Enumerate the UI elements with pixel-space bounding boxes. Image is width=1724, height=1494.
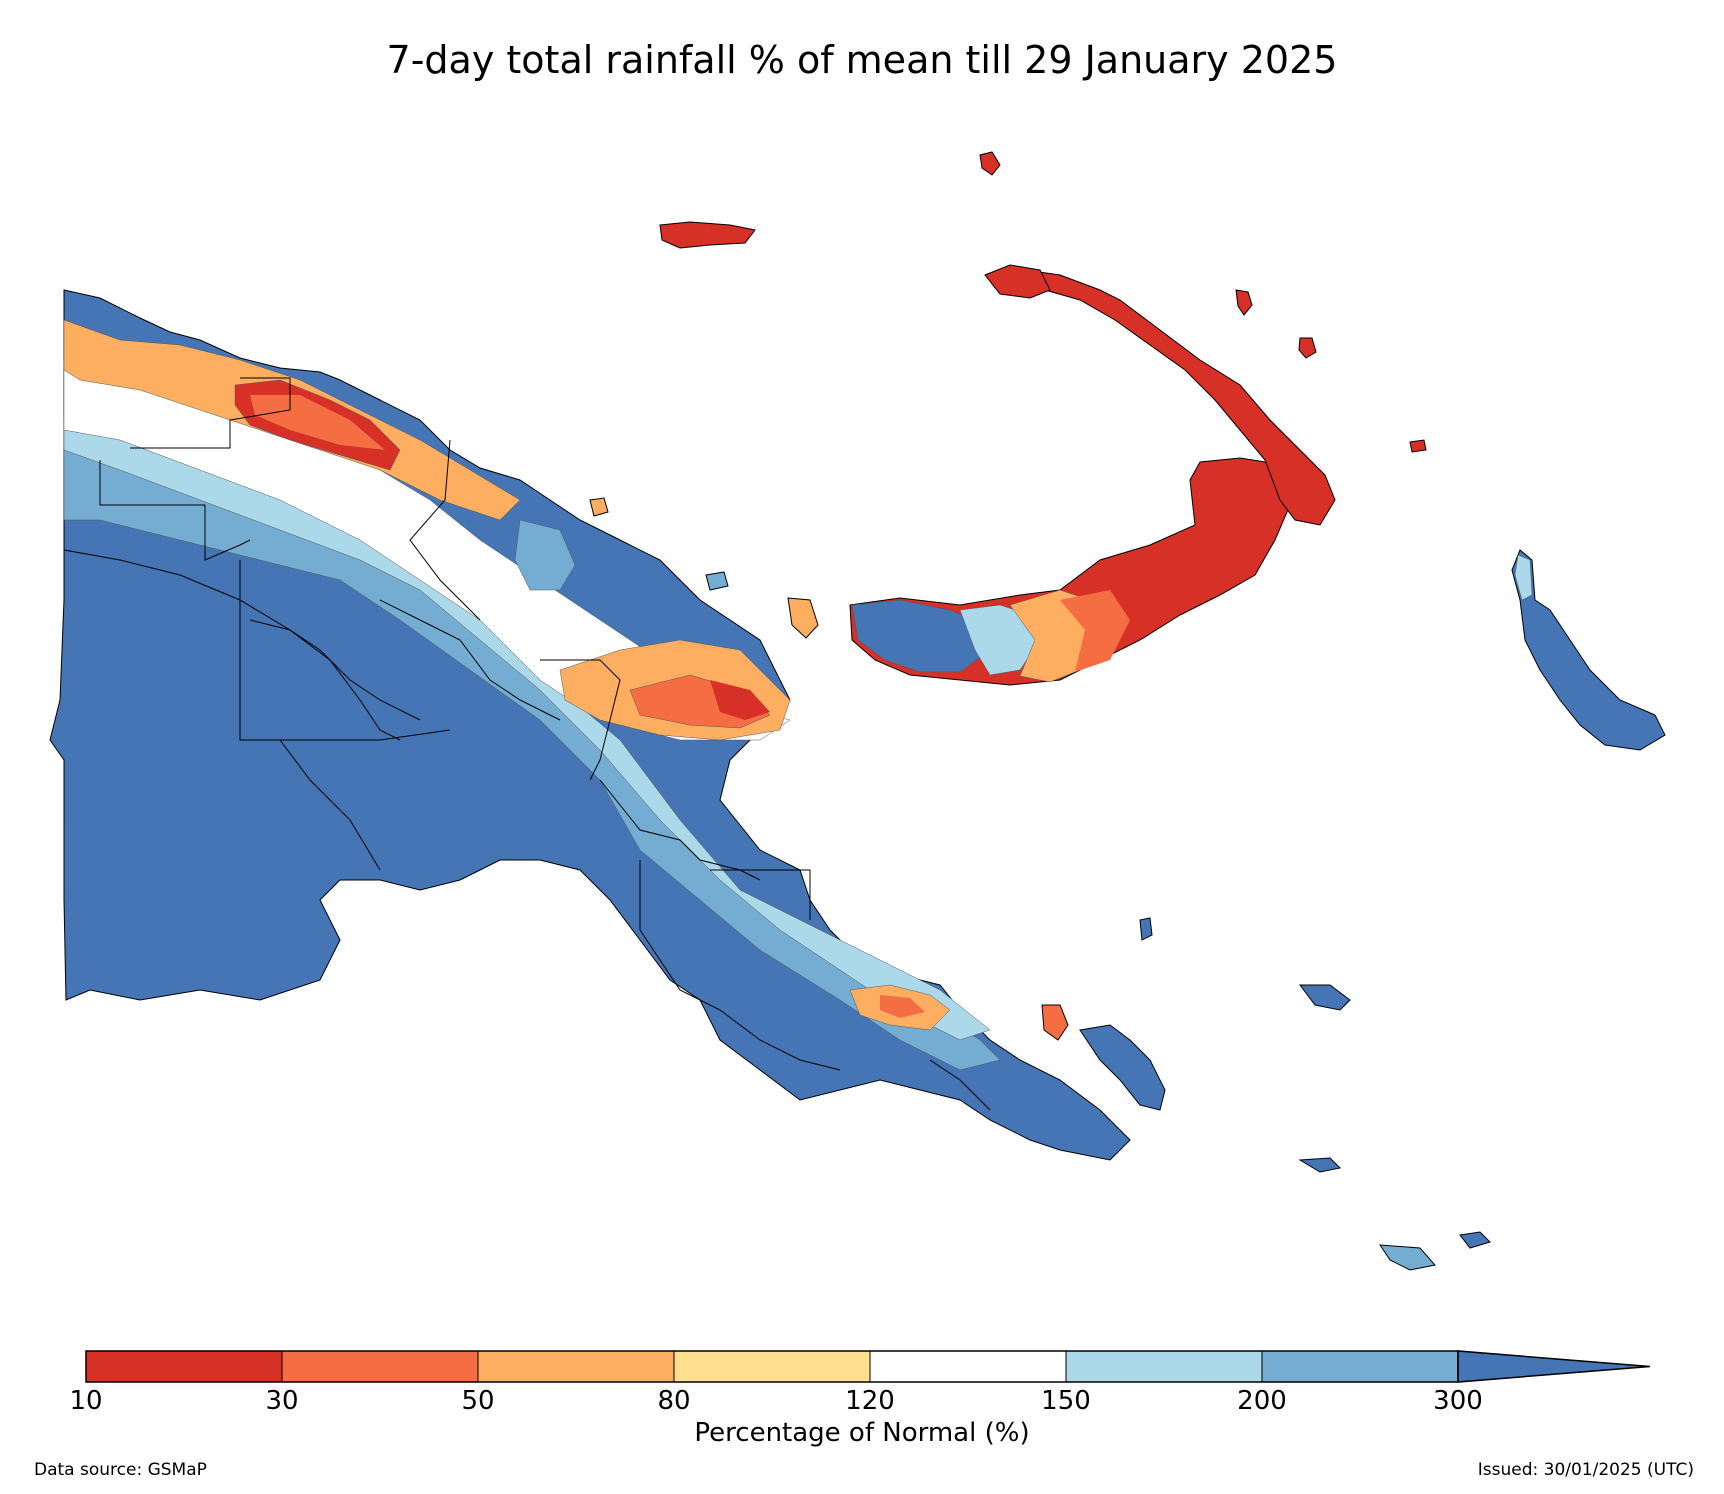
map-title: 7-day total rainfall % of mean till 29 J… <box>386 38 1338 82</box>
new-britain-west-blue <box>851 599 991 673</box>
data-source: Data source: GSMaP <box>34 1460 207 1480</box>
small-island-tabar <box>1235 289 1253 316</box>
colorbar-bin-1 <box>281 1350 479 1383</box>
colorbar-bin-6 <box>1261 1350 1459 1383</box>
manus-island <box>659 221 756 249</box>
colorbar-tick-label: 150 <box>1041 1386 1091 1416</box>
small-island-ne <box>979 151 1001 176</box>
woodlark-island <box>1298 1157 1342 1173</box>
bougainville-light <box>1514 554 1533 601</box>
small-island-long <box>787 597 819 639</box>
new-britain-midred <box>1060 590 1130 672</box>
colorbar-outline <box>85 1350 1459 1383</box>
dentrecasteaux-islands <box>1079 1024 1166 1111</box>
colorbar-tick-label: 10 <box>69 1386 103 1416</box>
new-ireland <box>1024 269 1336 526</box>
small-island-lihir <box>1298 337 1317 359</box>
small-island-east <box>1409 439 1427 453</box>
colorbar-tick-label: 120 <box>845 1386 895 1416</box>
colorbar-tick-label: 30 <box>265 1386 299 1416</box>
province-boundaries <box>63 377 991 1111</box>
colorbar-tick-label: 200 <box>1237 1386 1287 1416</box>
colorbar-label: Percentage of Normal (%) <box>694 1418 1030 1448</box>
colorbar-bin-5 <box>1065 1350 1263 1383</box>
normanby-north <box>1139 917 1153 941</box>
morobe-deep-red <box>710 680 770 720</box>
madang-blob <box>514 519 576 591</box>
colorbar-bin-3 <box>673 1350 871 1383</box>
colorbar-tick-label: 300 <box>1433 1386 1483 1416</box>
colorbar-extension-arrow <box>1457 1350 1651 1383</box>
colorbar-bin-4 <box>869 1350 1067 1383</box>
north-coast-mid-orange <box>250 395 385 450</box>
oro-red <box>880 995 925 1018</box>
colorbar-tick-label: 80 <box>657 1386 691 1416</box>
colorbar-bin-0 <box>85 1350 283 1383</box>
misima-island <box>1379 1244 1436 1271</box>
small-island-umboi <box>705 571 729 591</box>
goodenough-island <box>1041 1004 1069 1041</box>
trobriand-islands <box>1299 984 1351 1011</box>
issued-date: Issued: 30/01/2025 (UTC) <box>1477 1460 1694 1480</box>
colorbar-bin-2 <box>477 1350 675 1383</box>
colorbar-tick-label: 50 <box>461 1386 495 1416</box>
rossel-island <box>1459 1231 1491 1249</box>
new-hanover <box>984 264 1051 299</box>
small-island-karkar <box>589 497 609 517</box>
